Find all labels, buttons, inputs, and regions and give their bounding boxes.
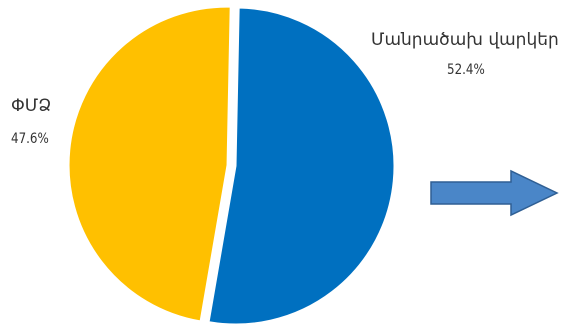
pie-slices <box>68 6 395 325</box>
slice-value-sme: 47.6% <box>11 131 49 147</box>
pie-slice-0 <box>208 7 395 325</box>
right-arrow-icon <box>430 169 559 217</box>
slice-value-retail-loans: 52.4% <box>447 62 485 78</box>
pie-slice-1 <box>68 6 231 322</box>
slice-label-sme: ՓՄՁ <box>11 96 52 116</box>
slice-label-retail-loans: Մանրածախ վարկեր <box>371 30 559 50</box>
